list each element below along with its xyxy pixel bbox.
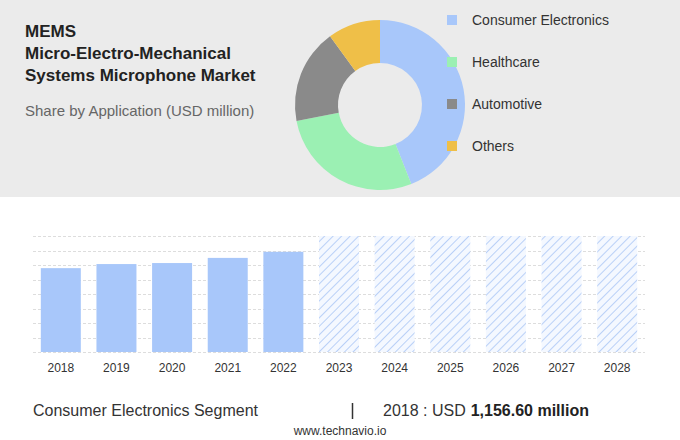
x-tick-label: 2028 — [604, 361, 631, 375]
grid-line — [33, 352, 645, 353]
legend-swatch — [447, 99, 457, 109]
title: Systems Microphone Market — [25, 66, 256, 85]
legend-swatch — [447, 57, 457, 67]
forecast-placeholder — [597, 236, 637, 352]
title: MEMS — [25, 22, 76, 41]
forecast-placeholder — [430, 236, 470, 352]
footer-prefix: 2018 : USD — [383, 402, 466, 419]
legend-label: Healthcare — [472, 54, 540, 70]
x-tick-label: 2027 — [548, 361, 575, 375]
x-axis: 2018 2019 2020 2021 2022 2023 2024 2025 2026 2027… — [47, 361, 630, 375]
bars — [41, 236, 637, 352]
separator — [352, 403, 354, 419]
x-tick-label: 2022 — [270, 361, 297, 375]
bar — [263, 252, 303, 352]
forecast-placeholder — [319, 236, 359, 352]
x-tick-label: 2023 — [326, 361, 353, 375]
title: Micro-Electro-Mechanical — [25, 44, 231, 63]
pie-slice — [297, 113, 412, 190]
bar — [96, 264, 136, 352]
legend-swatch — [447, 15, 457, 25]
footer-segment: Consumer Electronics Segment — [33, 402, 259, 419]
chart-root: MEMS Micro-Electro-Mechanical Systems Micr… — [0, 0, 680, 440]
x-tick-label: 2021 — [214, 361, 241, 375]
legend-label: Automotive — [472, 96, 542, 112]
pie-chart: MEMS Micro-Electro-Mechanical Systems Micr… — [25, 12, 609, 190]
x-tick-label: 2025 — [437, 361, 464, 375]
x-tick-label: 2019 — [103, 361, 130, 375]
legend-label: Others — [472, 138, 514, 154]
x-tick-label: 2020 — [159, 361, 186, 375]
forecast-placeholder — [375, 236, 415, 352]
grid — [33, 237, 645, 353]
source: www.technavio.io — [293, 424, 387, 438]
bar — [41, 268, 81, 352]
x-tick-label: 2018 — [47, 361, 74, 375]
x-tick-label: 2024 — [381, 361, 408, 375]
bar-chart: 2018 2019 2020 2021 2022 2023 2024 2025 2026 2027… — [33, 236, 645, 375]
bar — [208, 258, 248, 352]
header-panel — [0, 0, 680, 197]
subtitle: Share by Application (USD million) — [25, 102, 254, 119]
legend-swatch — [447, 141, 457, 151]
bar — [152, 263, 192, 352]
footer-amount: 1,156.60 million — [471, 402, 589, 419]
forecast-placeholder — [542, 236, 582, 352]
x-tick-label: 2026 — [493, 361, 520, 375]
pie-slice — [330, 20, 380, 71]
legend-label: Consumer Electronics — [472, 12, 609, 28]
footer: Consumer Electronics Segment 2018 : USD 1,… — [33, 402, 589, 438]
legend: Consumer Electronics Healthcare Automotive… — [447, 12, 609, 154]
forecast-placeholder — [486, 236, 526, 352]
